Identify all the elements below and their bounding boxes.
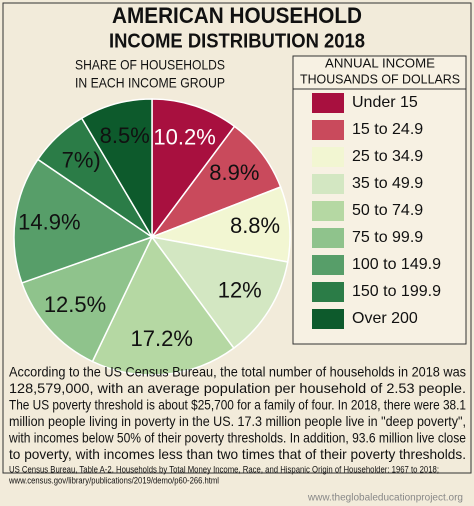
source-line: www.census.gov/library/publications/2019… [8,475,219,485]
pie-subtitle: IN EACH INCOME GROUP [75,75,225,91]
slice-label: 17.2% [131,326,193,351]
note-line: The US poverty threshold is about $25,70… [9,397,466,413]
slice-label: 8.5% [100,123,150,148]
legend-swatch [312,282,344,302]
frame [2,2,472,474]
legend-swatch [312,120,344,140]
legend-swatch [312,93,344,113]
chart-title: AMERICAN HOUSEHOLD [112,3,362,28]
pie-slice [151,98,236,240]
slice-label: 12% [218,278,262,303]
legend-swatch [312,147,344,167]
legend-label: 25 to 34.9 [352,148,423,165]
legend-swatch [312,255,344,275]
pie-slice [13,158,154,284]
legend-label: 75 to 99.9 [352,229,423,246]
note-line: million people living in poverty in the … [9,413,466,429]
legend-title: ANNUAL INCOME [325,55,435,70]
slice-label: 8.8% [230,213,280,238]
pie-subtitle: SHARE OF HOUSEHOLDS [75,57,225,73]
legend-swatch [312,174,344,194]
source-line: US Census Bureau, Table A-2. Households … [9,464,439,474]
slice-label: 14.9% [18,210,80,235]
legend-swatch [312,309,344,329]
legend-label: 35 to 49.9 [352,175,423,192]
legend-swatch [312,201,344,221]
legend-label: 15 to 24.9 [352,121,423,138]
note-line: to poverty, with incomes less than two t… [9,446,466,462]
slice-label: 7%) [62,147,101,172]
pie-slice [20,235,154,363]
legend-label: 100 to 149.9 [352,256,441,273]
pie-slice [91,235,235,376]
legend-swatch [312,228,344,248]
slice-label: 10.2% [153,125,215,150]
note-line: According to the US Census Bureau, the t… [9,364,466,380]
legend-label: 150 to 199.9 [352,283,441,300]
legend-title: THOUSANDS OF DOLLARS [300,71,460,86]
slice-label: 8.9% [209,160,259,185]
footer: www.theglobaleducationproject.org [307,493,463,504]
note-line: 128,579,000, with an average population … [9,380,466,396]
legend-label: 50 to 74.9 [352,202,423,219]
legend-label: Under 15 [352,94,418,111]
legend-label: Over 200 [352,310,418,327]
note-line: with incomes below 50% of their poverty … [8,430,466,446]
slice-label: 12.5% [44,292,106,317]
chart-title: INCOME DISTRIBUTION 2018 [109,30,365,52]
pie-slice [80,98,153,240]
pie-slice [150,235,289,350]
